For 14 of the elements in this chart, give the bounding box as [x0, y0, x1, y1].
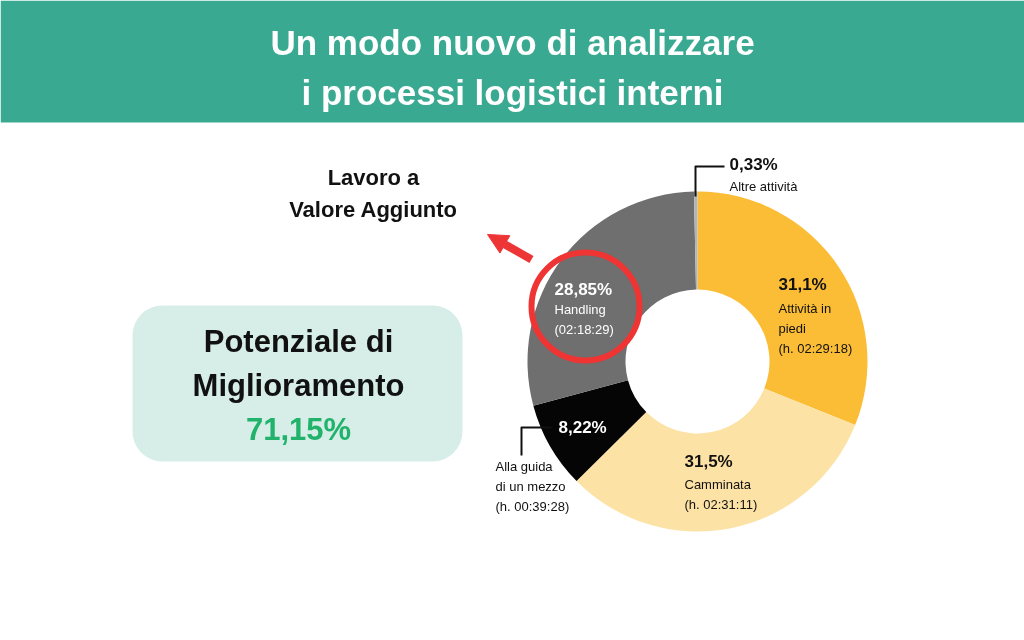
data-label: 31,5%: [684, 452, 733, 471]
text: Potenziale di Miglioramento: [192, 324, 405, 403]
text: Lavoro a Valore Aggiunto: [289, 165, 458, 222]
data-label: 8,22%: [558, 418, 607, 437]
slice-label: Altre attività: [729, 179, 799, 194]
chart-title: Un modo nuovo di analizzare i processi logistici interni: [270, 23, 755, 112]
text: 71,15%: [245, 412, 352, 447]
data-label: 28,85%: [554, 280, 613, 299]
slice-label: Camminata (h. 02:31:11): [684, 477, 758, 512]
slice-label: Attività in piedi (h. 02:29:18): [778, 301, 853, 356]
slice-label: Alla guida di un mezzo (h. 00:39:28): [495, 459, 570, 514]
slice-label: Handling (02:18:29): [554, 302, 614, 337]
data-label: 31,1%: [778, 275, 827, 294]
data-label: 0,33%: [729, 155, 778, 174]
